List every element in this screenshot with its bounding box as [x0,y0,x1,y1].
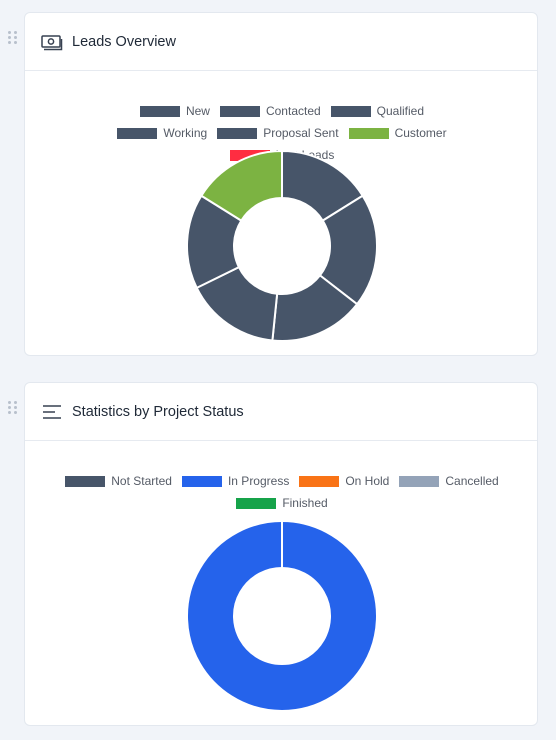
leads-legend-item[interactable]: Working [117,122,207,144]
status-legend-swatch [399,475,440,487]
status-legend-item[interactable]: In Progress [181,470,290,492]
status-legend-item[interactable]: Finished [236,492,328,514]
bars-icon [41,401,63,423]
leads-overview-header: Leads Overview [25,13,537,71]
leads-overview-title: Leads Overview [72,33,176,50]
project-status-card: Statistics by Project Status Not Started… [24,382,538,726]
leads-legend-item[interactable]: Qualified [330,100,425,122]
leads-slice-customer[interactable] [200,151,283,222]
leads-legend-label: Customer [394,126,447,140]
project-status-title: Statistics by Project Status [72,403,244,420]
status-legend-item[interactable]: Not Started [65,470,172,492]
leads-legend-label: Contacted [265,104,321,118]
leads-legend-swatch [139,105,180,117]
status-legend-label: In Progress [227,474,290,488]
leads-overview-card: Leads Overview New Contacted Qualified Work… [24,12,538,356]
leads-legend-swatch [229,149,270,161]
leads-legend-label: Qualified [376,104,425,118]
leads-legend-swatch [219,105,260,117]
leads-legend-swatch [348,127,389,139]
leads-legend-swatch [117,127,158,139]
status-legend-item[interactable]: On Hold [299,470,389,492]
status-legend-label: Not Started [111,474,172,488]
leads-legend-item[interactable]: New [139,100,210,122]
leads-donut-chart [186,151,378,342]
leads-legend-item[interactable]: Contacted [219,100,321,122]
status-slice-in-progress[interactable] [186,521,378,712]
drag-handle-leads[interactable] [8,31,18,45]
project-status-header: Statistics by Project Status [25,383,537,441]
project-status-legend: Not Started In Progress On Hold Cancelled Fi… [52,470,512,514]
status-legend-swatch [299,475,340,487]
leads-legend-label: New [185,104,210,118]
status-legend-label: Finished [282,496,328,510]
leads-legend-label: Proposal Sent [263,126,339,140]
leads-legend-label: Working [163,126,208,140]
status-legend-label: On Hold [345,474,390,488]
status-legend-swatch [65,475,106,487]
leads-legend-item[interactable]: Customer [348,122,447,144]
status-legend-swatch [236,497,277,509]
leads-legend-swatch [330,105,371,117]
status-legend-label: Cancelled [445,474,499,488]
project-status-donut-chart [186,521,378,712]
status-legend-swatch [181,475,222,487]
leads-legend-item[interactable]: Proposal Sent [217,122,339,144]
money-icon [41,31,63,53]
leads-legend-swatch [217,127,258,139]
drag-handle-project-status[interactable] [8,401,18,415]
status-legend-item[interactable]: Cancelled [399,470,499,492]
